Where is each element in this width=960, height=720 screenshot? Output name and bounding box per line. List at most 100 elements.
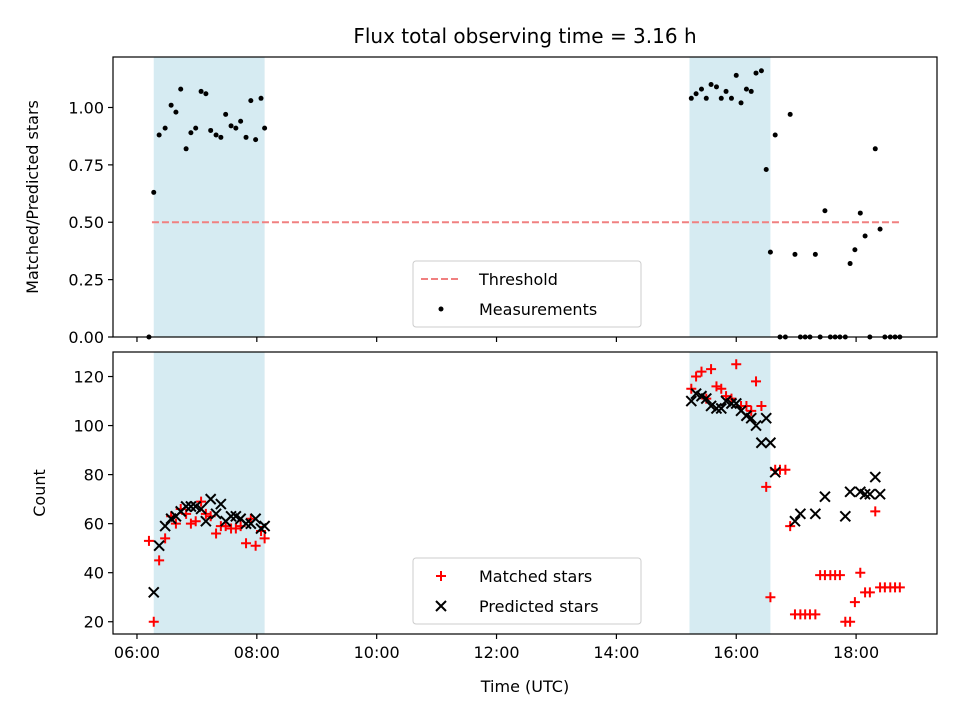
predicted-star-point [725, 397, 738, 410]
matched-star-point [143, 535, 154, 546]
y-tick-label: 0.25 [68, 271, 104, 290]
measurement-point [233, 125, 239, 131]
measurement-point [151, 189, 157, 195]
measurement-point [253, 137, 259, 143]
measurement-point [847, 261, 853, 267]
predicted-star-point [240, 517, 252, 530]
predicted-star-point [864, 488, 876, 500]
predicted-star-point [210, 508, 222, 520]
predicted-star-point [874, 488, 886, 500]
predicted-star-point [180, 500, 192, 513]
measurement-point [748, 88, 754, 94]
measurement-point [183, 146, 189, 152]
measurement-point [822, 208, 828, 214]
legend-predicted-stars-swatch [435, 600, 447, 612]
matched-star-point [765, 592, 776, 603]
predicted-star-point [185, 500, 197, 513]
matched-star-point [250, 540, 261, 551]
measurement-point [738, 100, 744, 106]
matched-star-point [259, 533, 270, 544]
measurement-point [713, 84, 719, 90]
predicted-star-point [750, 419, 762, 432]
shaded-interval-2 [689, 57, 771, 337]
shaded-interval-1 [153, 352, 265, 634]
matched-star-point [780, 464, 791, 475]
measurement-point [852, 247, 858, 253]
measurement-point [772, 132, 778, 138]
measurement-point [243, 134, 249, 140]
predicted-star-point [869, 471, 881, 483]
measurement-point [248, 98, 254, 104]
predicted-star-point [700, 392, 712, 405]
y-axis-label: Count [30, 469, 49, 517]
predicted-star-point [730, 397, 742, 410]
legend-threshold-label: Threshold [478, 270, 558, 289]
measurement-point [168, 102, 174, 108]
measurement-point [698, 86, 704, 92]
predicted-star-point [819, 490, 831, 503]
measurement-point [758, 68, 764, 74]
predicted-star-point [195, 503, 207, 515]
measurement-point [156, 132, 162, 138]
measurement-point [208, 127, 214, 133]
matched-star-point [864, 587, 875, 598]
predicted-star-point [764, 437, 777, 449]
x-tick-label: 18:00 [833, 643, 879, 662]
measurement-point [238, 118, 244, 124]
matched-star-point [751, 376, 762, 387]
y-tick-label: 100 [73, 417, 104, 436]
matched-star-point [160, 533, 171, 544]
y-tick-label: 120 [73, 368, 104, 387]
measurement-point [188, 130, 194, 136]
predicted-star-point [153, 540, 165, 552]
measurement-point [688, 95, 694, 101]
matched-star-point [849, 597, 860, 608]
matched-star-point [220, 521, 231, 532]
matched-star-point [148, 616, 159, 627]
measurement-point [218, 134, 224, 140]
measurement-point [872, 146, 878, 152]
measurement-point [728, 95, 734, 101]
measurement-point [173, 109, 179, 115]
measurement-point [693, 91, 699, 97]
measurement-point [743, 86, 749, 92]
y-tick-label: 0.50 [68, 213, 104, 232]
x-tick-label: 12:00 [473, 643, 519, 662]
measurement-point [857, 210, 863, 216]
axes-frame [112, 56, 938, 338]
y-tick-label: 40 [84, 564, 104, 583]
x-tick-label: 08:00 [234, 643, 280, 662]
matched-star-point [834, 570, 845, 581]
matched-star-point [741, 400, 752, 411]
matched-star-point [706, 364, 717, 375]
matched-star-point [845, 616, 856, 627]
predicted-star-point [148, 586, 160, 599]
measurement-point [193, 125, 199, 131]
measurement-point [258, 95, 264, 101]
matched-star-point [196, 496, 207, 507]
predicted-star-point [710, 402, 723, 415]
legend-measurements-label: Measurements [479, 300, 597, 319]
y-tick-label: 20 [84, 613, 104, 632]
predicted-star-point [715, 402, 727, 415]
measurement-point [213, 132, 219, 138]
measurement-point [262, 125, 268, 131]
y-tick-label: 60 [84, 515, 104, 534]
matched-star-point [716, 383, 727, 394]
legend-predicted-stars-label: Predicted stars [479, 597, 599, 616]
x-tick-label: 10:00 [354, 643, 400, 662]
measurement-point [708, 82, 714, 88]
y-tick-label: 0.75 [68, 156, 104, 175]
x-tick-label: 16:00 [713, 643, 759, 662]
matched-star-point [756, 400, 767, 411]
measurement-point [767, 249, 773, 255]
shaded-interval-1 [153, 57, 265, 337]
measurement-point [733, 72, 739, 78]
matched-star-point [696, 366, 707, 377]
predicted-star-point [769, 466, 781, 478]
predicted-star-point [755, 437, 768, 449]
predicted-star-point [760, 412, 772, 424]
ratio-panel: 0.00 0.25 0.50 0.75 1.00 Matched/Predicted st… [23, 56, 938, 347]
matched-star-point [691, 371, 702, 382]
measurement-point [753, 70, 759, 76]
